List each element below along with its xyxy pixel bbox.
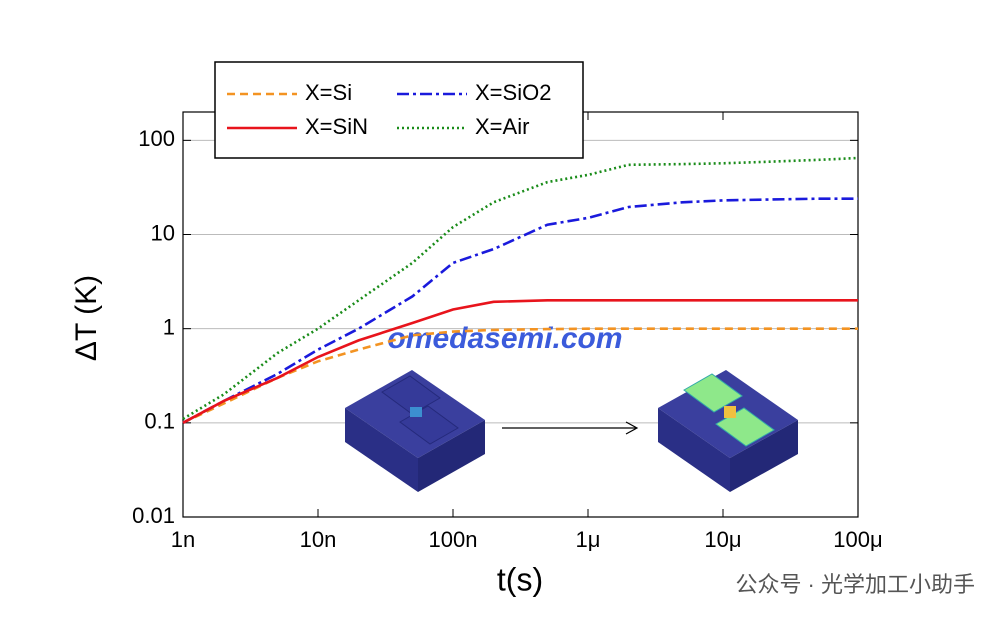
inset-side [345,408,418,492]
series-line [182,156,859,421]
x-tick-label: 100μ [833,527,882,552]
series-line [182,197,858,424]
legend-label: X=SiN [305,114,368,139]
inset-right [658,370,798,492]
x-tick-label: 10μ [704,527,741,552]
inset-side [658,408,730,492]
inset-left [345,370,485,492]
y-tick-label: 0.1 [144,409,175,434]
x-tick-label: 10n [300,527,337,552]
y-tick-label: 10 [151,220,175,245]
series-line [182,299,858,424]
y-tick-label: 1 [163,314,175,339]
legend-box [214,61,584,159]
y-axis-label: ΔT (K) [70,275,103,361]
y-tick-label: 100 [138,126,175,151]
inset-pad [683,373,743,413]
inset-hotspot [724,406,736,418]
watermark: omedasemi.com [387,322,622,355]
x-tick-label: 1n [171,527,195,552]
series-line [182,327,858,424]
inset-hotspot [410,407,422,417]
x-tick-label: 1μ [576,527,601,552]
inset-pad [381,375,441,415]
x-axis-label: t(s) [497,561,543,597]
legend-label: X=Air [475,114,529,139]
inset-side [730,420,798,492]
arrow-head [625,421,639,435]
x-tick-label: 100n [429,527,478,552]
y-tick-label: 0.01 [132,503,175,528]
footer: 公众号 · 光学加工小助手 [735,572,975,597]
inset-side [418,420,485,492]
legend-label: X=SiO2 [475,80,551,105]
legend-label: X=Si [305,80,352,105]
